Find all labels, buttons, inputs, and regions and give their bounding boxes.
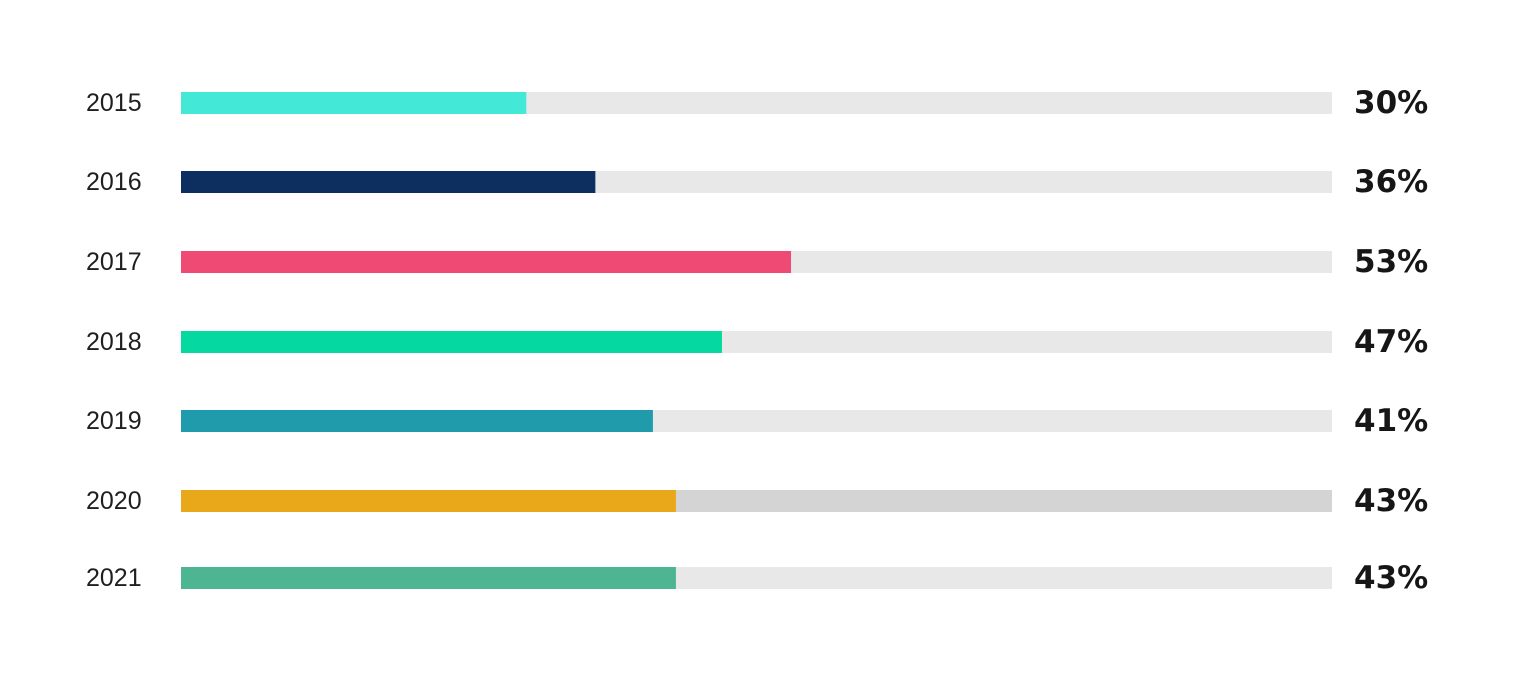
year-label: 2016 xyxy=(86,168,142,196)
bar-2017 xyxy=(181,251,792,273)
bar-row-2018: 2018 47% xyxy=(86,324,1428,360)
value-label: 43% xyxy=(1354,560,1428,596)
year-label: 2017 xyxy=(86,248,142,276)
bar-2015 xyxy=(181,92,527,114)
bar-row-2015: 2015 30% xyxy=(86,85,1428,121)
bar-2018 xyxy=(181,331,722,353)
value-label: 36% xyxy=(1354,164,1428,200)
value-label: 41% xyxy=(1354,403,1428,439)
bar-2016 xyxy=(181,171,596,193)
bar-2021 xyxy=(181,567,676,589)
year-label: 2015 xyxy=(86,89,142,117)
bar-row-2019: 2019 41% xyxy=(86,403,1428,439)
bar-2019 xyxy=(181,410,653,432)
bar-2020 xyxy=(181,490,676,512)
value-label: 47% xyxy=(1354,324,1428,360)
bar-row-2016: 2016 36% xyxy=(86,164,1428,200)
bar-row-2020: 2020 43% xyxy=(86,483,1428,519)
bar-row-2017: 2017 53% xyxy=(86,244,1428,280)
value-label: 43% xyxy=(1354,483,1428,519)
value-label: 53% xyxy=(1354,244,1428,280)
bar-row-2021: 2021 43% xyxy=(86,560,1428,596)
year-label: 2018 xyxy=(86,328,142,356)
value-label: 30% xyxy=(1354,85,1428,121)
year-label: 2019 xyxy=(86,407,142,435)
year-label: 2021 xyxy=(86,564,142,592)
year-label: 2020 xyxy=(86,487,142,515)
